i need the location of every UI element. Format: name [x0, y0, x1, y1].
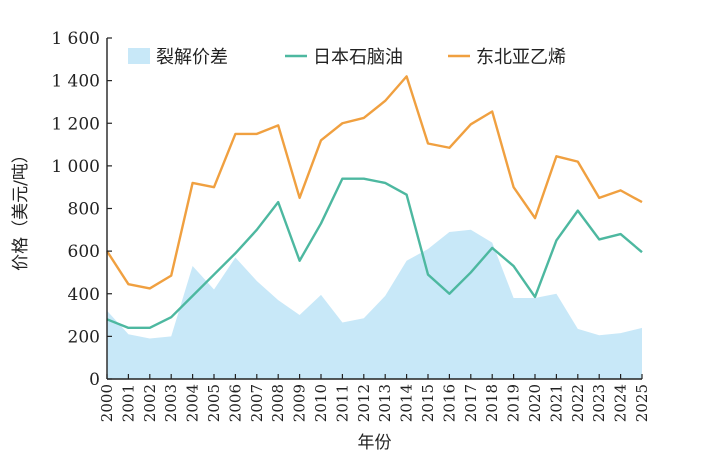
line-series-2: [105, 75, 643, 290]
y-tick-label: 600: [68, 242, 100, 262]
legend: 裂解价差 日本石脑油 东北亚乙烯: [128, 47, 566, 68]
x-tick-label: 2006: [226, 384, 244, 422]
x-tick-label: 2022: [569, 384, 587, 422]
x-tick-label: 2016: [440, 384, 458, 422]
x-tick-label: 2005: [205, 384, 223, 422]
legend-label: 东北亚乙烯: [476, 47, 566, 68]
y-tick-label: 1 400: [51, 72, 100, 92]
legend-label: 日本石脑油: [313, 47, 403, 68]
legend-swatch-area: [128, 48, 150, 64]
x-tick-label: 2021: [547, 384, 565, 422]
x-tick-label: 2002: [141, 384, 159, 422]
x-tick-label: 2007: [248, 384, 266, 422]
x-tick-label: 2004: [184, 384, 202, 422]
y-tick-label: 1 200: [51, 114, 100, 134]
x-tick-label: 2003: [162, 384, 180, 422]
x-tick-label: 2010: [312, 384, 330, 422]
x-tick-label: 2008: [269, 384, 287, 422]
x-tick-label: 2023: [590, 384, 608, 422]
x-tick-label: 2001: [119, 384, 137, 422]
legend-label: 裂解价差: [156, 47, 228, 68]
y-tick-label: 1 000: [51, 157, 100, 177]
y-axis-title: 价格（美元/吨）: [11, 146, 31, 271]
x-tick-label: 2015: [419, 384, 437, 422]
x-tick-label: 2013: [376, 384, 394, 422]
area-series-0: [107, 229, 642, 379]
y-tick-label: 800: [68, 200, 100, 220]
x-tick-label: 2018: [483, 384, 501, 422]
line-series-1: [106, 177, 643, 330]
x-tick-label: 2011: [333, 384, 351, 422]
y-tick-label: 200: [68, 327, 100, 347]
x-tick-label: 2024: [612, 384, 630, 422]
y-tick-label: 1 600: [51, 29, 100, 49]
x-tick-label: 2020: [526, 384, 544, 422]
x-tick-label: 2009: [291, 384, 309, 422]
x-tick-label: 2025: [633, 384, 651, 422]
x-tick-label: 2019: [505, 384, 523, 422]
x-tick-label: 2012: [355, 384, 373, 422]
x-tick-label: 2017: [462, 384, 480, 422]
y-tick-label: 0: [89, 370, 100, 390]
x-tick-label: 2014: [398, 384, 416, 422]
plot-area: [105, 75, 643, 379]
x-tick-label: 2000: [98, 384, 116, 422]
x-axis-title: 年份: [358, 433, 392, 453]
y-tick-label: 400: [68, 285, 100, 305]
